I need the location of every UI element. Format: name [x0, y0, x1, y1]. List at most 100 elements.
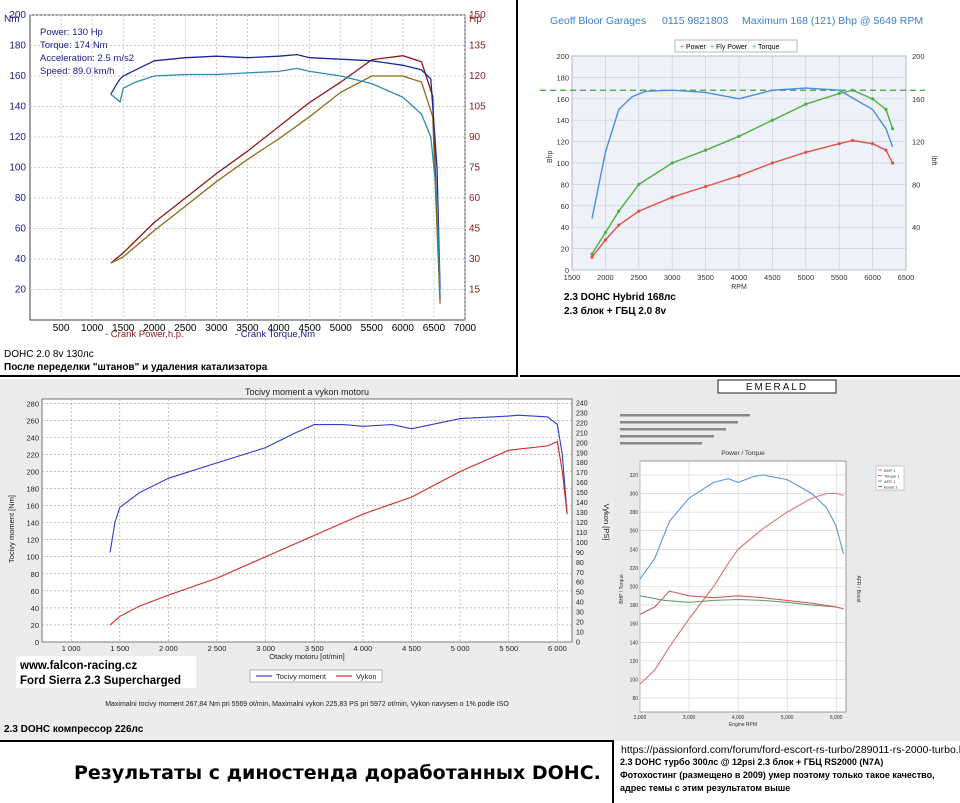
- y-left-tick-label: 280: [26, 399, 39, 408]
- x-tick-label: 3,000: [683, 715, 696, 721]
- x-tick-label: 4000: [267, 323, 290, 334]
- point-fly: [637, 182, 641, 186]
- header-company: Geoff Bloor Garages: [550, 15, 646, 27]
- y-left-tick-label: 120: [9, 132, 26, 143]
- y-left-axis-label: Bhp: [547, 150, 554, 163]
- y-left-tick-label: 140: [556, 116, 569, 125]
- y-left-tick-label: 180: [630, 603, 639, 609]
- point-power: [737, 174, 741, 178]
- series-fly: [591, 89, 894, 255]
- y-right-axis-label: lbft: [930, 156, 937, 165]
- panel4-source-url[interactable]: https://passionford.com/forum/ford-escor…: [621, 744, 960, 756]
- point-power: [590, 255, 594, 259]
- y-left-tick-label: 80: [632, 696, 638, 702]
- y-right-tick-label: 240: [576, 400, 588, 407]
- legend-mark: +: [710, 44, 714, 51]
- chart-panel2: Geoff Bloor Garages 0115 9821803 Maximum 1…: [540, 15, 937, 291]
- point-fly: [804, 102, 808, 106]
- y-left-tick-label: 80: [15, 193, 27, 204]
- y-right-tick-label: 200: [576, 440, 588, 447]
- panel1-caption-2: После переделки "штанов" и удаления ката…: [4, 362, 268, 373]
- x-tick-label: 4500: [764, 273, 781, 282]
- y-left-tick-label: 100: [630, 677, 639, 683]
- x-tick-label: 5000: [330, 323, 353, 334]
- y-left-tick-label: 200: [556, 52, 569, 61]
- blurred-header-text: [620, 421, 738, 424]
- y-right-tick-label: 200: [912, 52, 925, 61]
- y-left-tick-label: 80: [31, 570, 39, 579]
- point-fly: [737, 134, 741, 138]
- legend-box: [674, 39, 798, 53]
- x-axis-label: Engine RPM: [729, 722, 757, 728]
- panel1-caption-1: DOHC 2.0 8v 130лс: [4, 349, 94, 360]
- y-left-tick-label: 140: [26, 519, 39, 528]
- x-tick-label: 4 500: [402, 644, 421, 653]
- y-right-tick-label: 70: [576, 570, 584, 577]
- blurred-header-text: [620, 414, 750, 417]
- legend-label: AFR 1: [884, 479, 896, 484]
- left-unit: Nm: [4, 14, 20, 25]
- y-left-tick-label: 120: [26, 536, 39, 545]
- series-torque: [639, 474, 845, 580]
- x-tick-label: 6500: [423, 323, 446, 334]
- y-right-tick-label: 0: [576, 640, 580, 647]
- y-right-tick-label: 190: [576, 450, 588, 457]
- y-left-tick-label: 200: [9, 10, 26, 21]
- series-power: [591, 139, 894, 258]
- y-left-tick-label: 200: [26, 467, 39, 476]
- y-left-tick-label: 100: [9, 163, 26, 174]
- y-right-tick-label: 180: [576, 460, 588, 467]
- x-tick-label: 5 500: [499, 644, 518, 653]
- x-tick-label: 2 500: [208, 644, 227, 653]
- y-right-tick-label: 30: [469, 254, 481, 265]
- point-fly: [837, 91, 841, 96]
- point-fly: [670, 161, 674, 165]
- y-left-tick-label: 160: [26, 502, 39, 511]
- y-left-tick-label: 0: [35, 638, 39, 647]
- y-left-tick-label: 40: [15, 254, 27, 265]
- y-left-tick-label: 300: [630, 492, 639, 498]
- point-fly: [590, 252, 594, 256]
- plot-area-3: [41, 398, 573, 643]
- blurred-header-text: [620, 428, 726, 431]
- y-right-tick-label: 170: [576, 470, 588, 477]
- y-right-axis-label: Vykon [PS]: [602, 504, 611, 541]
- y-left-axis-label: Tocivy moment [Nm]: [7, 495, 16, 563]
- y-right-tick-label: 80: [912, 180, 920, 189]
- legend-label: Fly Power: [716, 44, 748, 51]
- header-max: Maximum 168 (121) Bhp @ 5649 RPM: [742, 15, 923, 27]
- point-fly: [770, 118, 774, 122]
- x-tick-label: 1000: [81, 323, 104, 334]
- x-tick-label: 3 500: [305, 644, 324, 653]
- x-tick-label: 2500: [174, 323, 197, 334]
- panel2-caption-2: 2.3 блок + ГБЦ 2.0 8v: [564, 306, 667, 317]
- brand-box: [717, 379, 837, 394]
- info-line: Power: 130 Hp: [40, 27, 103, 38]
- series-bhp: [639, 492, 844, 685]
- chart-panel3: Tocivy moment a vykon motoru 1 000 1 500 2 …: [0, 379, 614, 741]
- y-right-tick-label: 140: [576, 500, 588, 507]
- x-tick-label: 5500: [361, 323, 384, 334]
- series-torque: [591, 87, 894, 219]
- x-tick-label: 5500: [831, 273, 848, 282]
- point-power: [770, 161, 774, 165]
- header-phone: 0115 9821803: [662, 15, 729, 27]
- point-fly: [871, 97, 875, 101]
- x-tick-label: 2000: [143, 323, 166, 334]
- x-tick-label: 6000: [864, 273, 881, 282]
- y-left-tick-label: 220: [26, 450, 39, 459]
- point-power: [704, 184, 708, 189]
- watermark-bg: [16, 656, 196, 688]
- panel3-caption: 2.3 DOHC компрессор 226лс: [4, 724, 144, 735]
- y-right-tick-label: 90: [576, 550, 584, 557]
- panel4-caption-3: адрес темы с этим результатом выше: [620, 783, 791, 793]
- panel4-caption-1: 2.3 DOHC турбо 300лс @ 12psi 2.3 блок + …: [620, 757, 884, 767]
- y-left-tick-label: 200: [630, 585, 639, 591]
- y-left-tick-label: 320: [630, 473, 639, 479]
- y-left-tick-label: 140: [9, 102, 26, 113]
- legend-label: BHP 1: [884, 468, 896, 473]
- y-left-tick-label: 20: [15, 285, 27, 296]
- x-tick-label: 1 500: [110, 644, 129, 653]
- x-tick-label: 5,000: [781, 715, 794, 721]
- y-right-tick-label: 120: [912, 138, 925, 147]
